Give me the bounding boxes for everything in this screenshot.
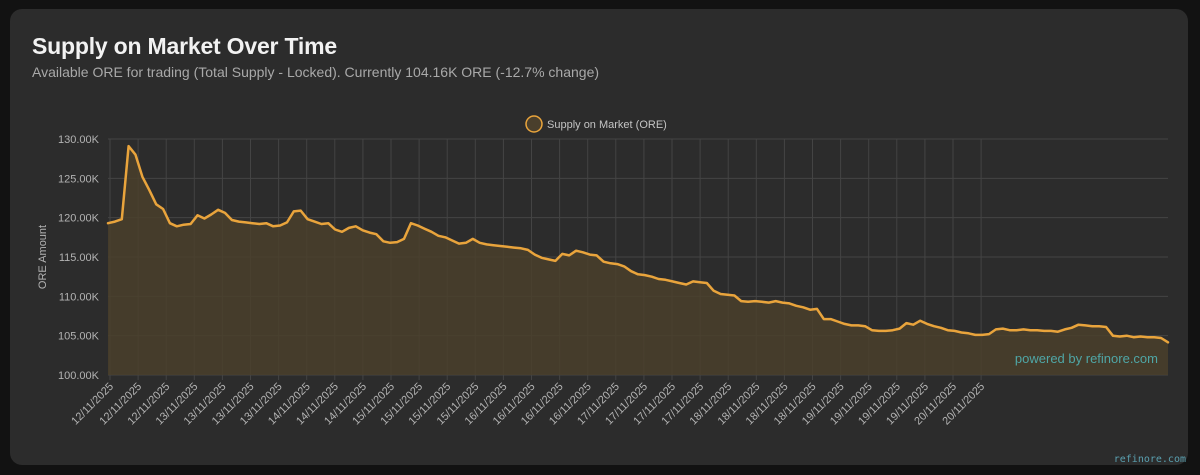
series-line-supply-on-market[interactable] (106, 144, 1170, 344)
series-area-fill (108, 146, 1168, 375)
legend-swatch[interactable] (525, 115, 543, 133)
chart-subtitle: Available ORE for trading (Total Supply … (32, 64, 600, 80)
footer-credit: refinore.com (1113, 454, 1186, 465)
y-tick-label: 120.00K (58, 213, 100, 225)
watermark: powered by refinore.com (1015, 351, 1158, 366)
y-tick-label: 100.00K (58, 370, 100, 382)
y-tick-label: 110.00K (59, 291, 100, 303)
y-axis-ticks: 100.00K 105.00K 110.00K 115.00K 120.00K 125.0… (58, 134, 100, 382)
area-layer (106, 144, 1170, 375)
y-tick-label: 125.00K (58, 173, 100, 185)
legend[interactable]: Supply on Market (ORE) (525, 115, 667, 133)
y-tick-label: 105.00K (58, 331, 100, 343)
y-axis-title: ORE Amount (37, 225, 49, 289)
y-tick-label: 130.00K (58, 134, 100, 146)
chart-title: Supply on Market Over Time (32, 33, 337, 59)
x-axis-ticks: 12/11/202512/11/202512/11/202513/11/2025… (69, 381, 987, 428)
y-tick-label: 115.00K (59, 252, 100, 264)
legend-label[interactable]: Supply on Market (ORE) (547, 119, 667, 131)
